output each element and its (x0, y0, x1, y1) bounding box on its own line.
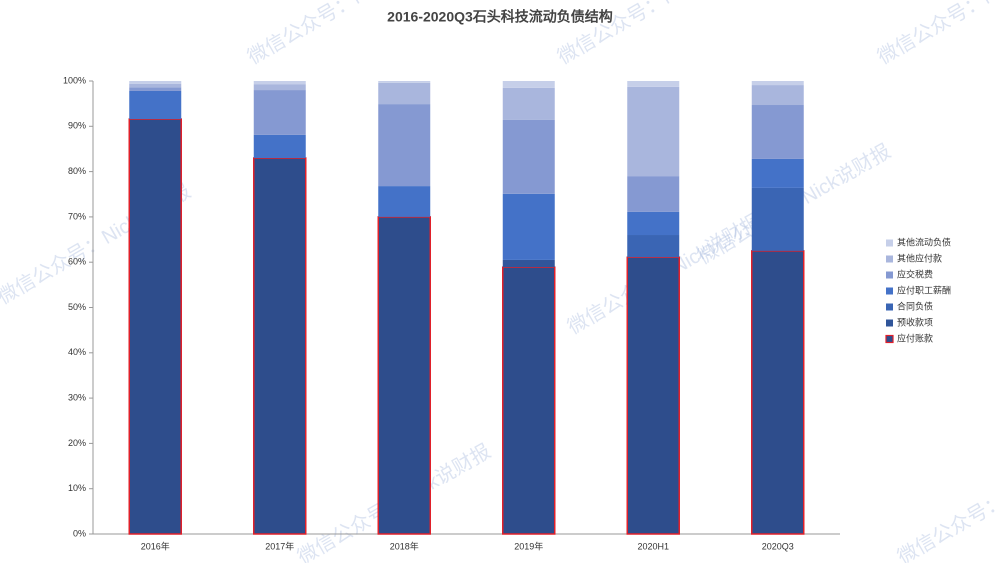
legend-label: 应付账款 (897, 332, 933, 343)
bar-segment (377, 216, 431, 535)
bar-segment (128, 118, 182, 535)
y-tick-label: 60% (68, 257, 86, 267)
bar-segment (129, 87, 182, 91)
bar-segment (751, 187, 804, 251)
bar-segment (129, 81, 182, 84)
y-tick-label: 70% (68, 211, 86, 221)
legend-label: 应付职工薪酬 (897, 284, 951, 295)
bar-segment (627, 86, 680, 177)
legend-swatch (886, 303, 893, 311)
bar-segment (378, 82, 431, 105)
x-tick-label: 2017年 (265, 540, 294, 551)
y-tick-label: 0% (73, 528, 86, 538)
bar-segment (626, 256, 680, 535)
y-tick-label: 10% (68, 483, 86, 493)
y-tick-label: 100% (63, 75, 86, 85)
bar-segment (378, 104, 431, 187)
bar-segment (751, 81, 804, 86)
bar-segment (502, 87, 555, 120)
legend-label: 预收款项 (897, 316, 933, 327)
bar-segment (751, 250, 805, 535)
watermark: 微信公众号：Nick说财报 (894, 440, 1000, 563)
bar-segment (253, 134, 306, 159)
bar-segment (502, 259, 555, 268)
y-tick-label: 80% (68, 166, 86, 176)
bar-segment (627, 211, 680, 236)
bar-segment (253, 81, 306, 85)
bar-segment (502, 81, 555, 88)
bar-segment (129, 83, 182, 88)
x-tick-label: 2018年 (390, 540, 419, 551)
bar-segment (751, 105, 804, 159)
bar-segment (502, 193, 555, 260)
legend-label: 合同负债 (897, 300, 933, 311)
x-tick-label: 2019年 (514, 540, 543, 551)
bar-segment (751, 85, 804, 106)
bar-segment (627, 235, 680, 258)
legend-swatch (886, 239, 893, 247)
bar-segment (253, 84, 306, 91)
legend-swatch (886, 271, 893, 279)
bar-segment (627, 176, 680, 212)
bar-segment (502, 266, 556, 535)
bar-segment (129, 90, 182, 120)
legend-label: 应交税费 (897, 268, 933, 279)
y-tick-label: 40% (68, 347, 86, 357)
legend-swatch (886, 287, 893, 295)
legend-swatch (885, 334, 894, 344)
x-tick-label: 2020Q3 (762, 541, 794, 551)
watermark: 微信公众号：Nick说财报 (874, 0, 1000, 69)
y-tick-label: 20% (68, 438, 86, 448)
legend-label: 其他应付款 (897, 252, 942, 263)
y-tick-label: 50% (68, 302, 86, 312)
legend-label: 其他流动负债 (897, 236, 951, 247)
legend-swatch (886, 319, 893, 327)
chart-title: 2016-2020Q3石头科技流动负债结构 (387, 9, 613, 25)
bar-segment (378, 186, 431, 217)
y-tick-label: 30% (68, 392, 86, 402)
bar-segment (253, 157, 307, 535)
bar-segment (751, 158, 804, 188)
bar-segment (378, 81, 431, 83)
bar-segment (502, 119, 555, 194)
x-tick-label: 2016年 (141, 540, 170, 551)
x-tick-label: 2020H1 (637, 541, 669, 551)
bar-segment (253, 90, 306, 135)
legend-swatch (886, 255, 893, 263)
bar-segment (627, 81, 680, 87)
y-tick-label: 90% (68, 121, 86, 131)
